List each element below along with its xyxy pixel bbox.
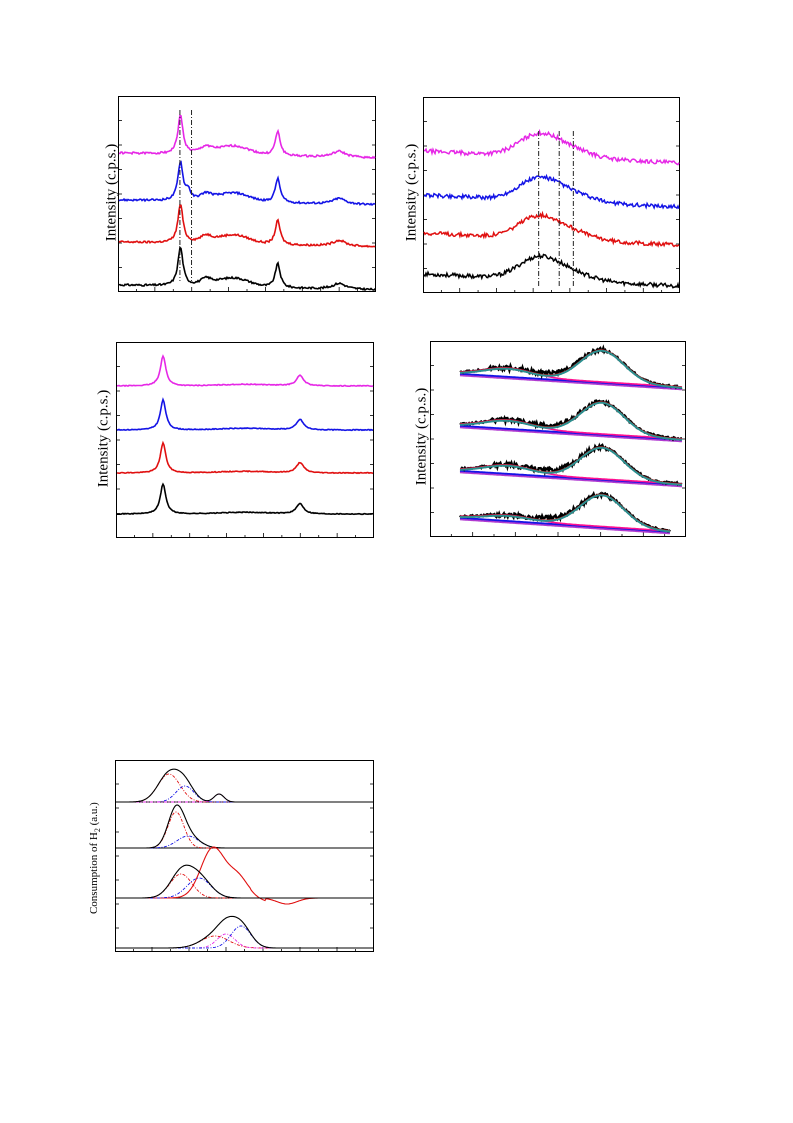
chart-panel-e [115,760,374,952]
chart-e-set4-component-blue [115,925,373,949]
chart-e-set4-component-magenta [115,933,373,949]
chart-c-frame [116,342,374,538]
chart-b-series-black [423,252,680,289]
chart-d-baseline [459,426,683,443]
chart-b-series-red [423,210,680,248]
chart-panel-b [423,97,680,293]
chart-e-set1-component-red [115,773,373,803]
chart-e-set3-component-red [115,873,373,899]
chart-a-plot [118,96,376,292]
chart-d-background-fit [459,469,683,487]
chart-d-ylabel: Intensity (c.p.s.) [413,387,430,486]
chart-c-series-black [117,482,374,516]
chart-c-series-red [117,440,374,475]
chart-e-set2-component-red [115,811,373,849]
chart-d-background-fit [459,424,683,442]
chart-d-main-fit [460,349,683,389]
chart-d-baseline [459,471,683,488]
chart-a-frame [118,96,376,292]
chart-d-baseline [459,518,671,535]
chart-b-series-blue [423,173,680,210]
chart-e-set4-envelope [115,915,373,949]
chart-e-ylabel-suffix: (a.u.) [87,802,100,829]
chart-c-series-magenta [116,354,374,388]
chart-e-set4-component-red [115,935,373,949]
chart-e-plot [115,760,374,952]
chart-panel-c [116,342,374,538]
chart-b-ylabel: Intensity (c.p.s.) [403,143,420,242]
chart-e-frame [115,760,374,952]
chart-e-set3-component-blue [115,877,373,899]
chart-b-plot [423,97,680,293]
chart-d-background-fit [459,372,683,390]
chart-d-baseline [459,374,683,391]
chart-c-plot [116,342,374,538]
chart-c-ylabel: Intensity (c.p.s.) [95,389,112,488]
chart-d-main-fit [460,446,683,486]
chart-panel-a [118,96,376,292]
chart-e-set1-envelope [115,768,373,803]
chart-a-ylabel: Intensity (c.p.s.) [103,143,120,242]
chart-e-ylabel-text: Consumption of H [87,832,100,915]
chart-e-set1-component-magenta [115,793,373,803]
chart-d-main-fit [460,494,671,533]
chart-c-series-blue [117,397,373,432]
chart-e-red-profile [115,846,373,905]
chart-d-plot [430,341,686,537]
chart-a-series-blue [118,160,376,206]
chart-d-main-fit [460,401,683,441]
chart-e-ylabel-sub: 2 [93,828,103,833]
chart-e-set1-component-blue [115,785,373,803]
chart-e-ylabel: Consumption of H2 (a.u.) [88,793,102,923]
chart-panel-d [430,341,686,537]
chart-a-series-red [118,204,376,248]
chart-e-set3-envelope [115,864,373,899]
chart-b-frame [423,97,680,293]
chart-a-series-black [118,245,376,292]
chart-d-background-fit [459,516,671,534]
chart-e-set2-envelope [115,804,373,849]
chart-b-series-magenta [423,128,680,166]
chart-a-series-magenta [118,114,376,160]
chart-e-set2-component-blue [115,835,373,849]
